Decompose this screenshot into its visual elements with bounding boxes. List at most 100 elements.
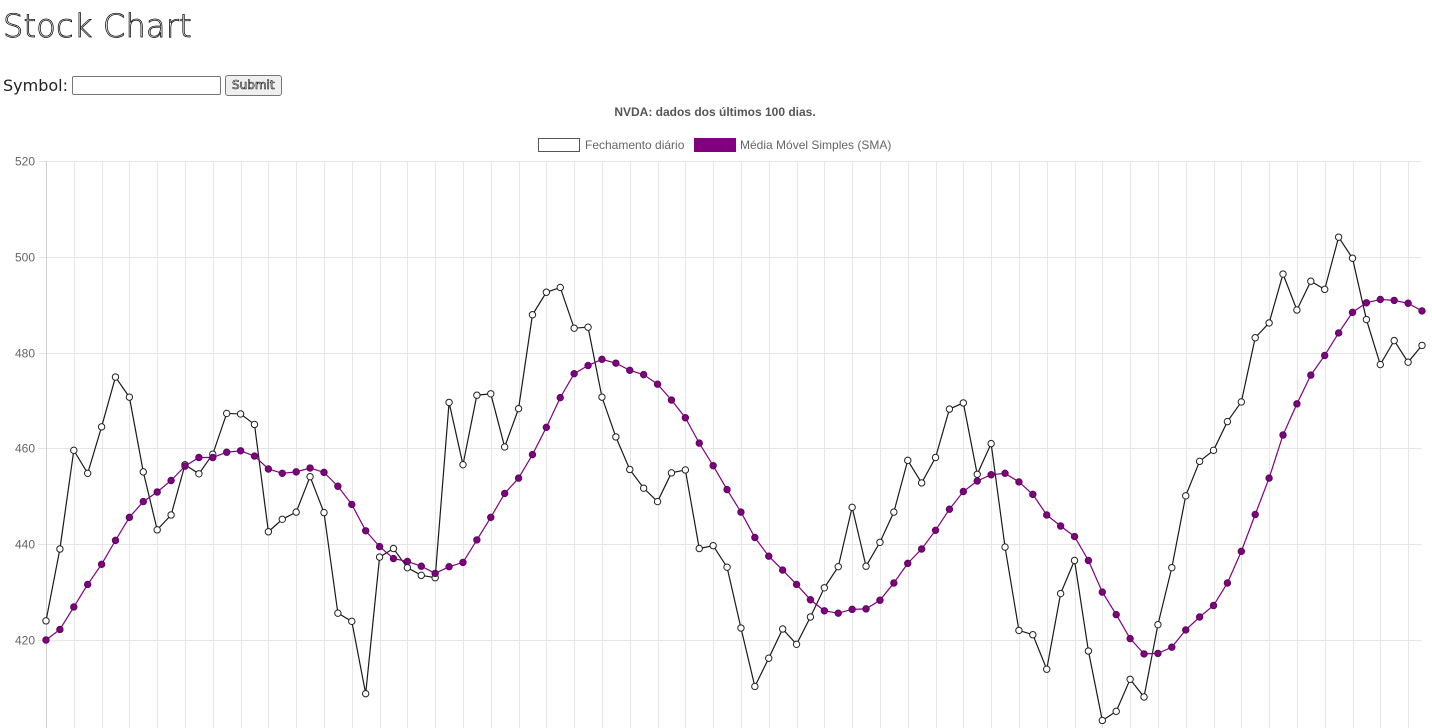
submit-button[interactable]: Submit <box>225 74 282 96</box>
data-point <box>1195 613 1204 621</box>
data-point <box>1056 589 1065 598</box>
data-point <box>820 584 829 592</box>
data-point <box>1126 634 1134 643</box>
data-point <box>1112 610 1120 619</box>
data-point <box>1321 351 1329 360</box>
data-point <box>959 487 968 496</box>
data-point <box>1223 579 1232 587</box>
symbol-input[interactable] <box>72 75 221 95</box>
data-point <box>1015 478 1023 486</box>
data-point <box>1390 336 1398 345</box>
data-point <box>1001 469 1009 478</box>
data-point <box>806 613 815 621</box>
data-point <box>765 552 773 560</box>
data-point <box>987 439 995 448</box>
data-point <box>97 560 106 569</box>
data-point <box>904 559 912 568</box>
data-point <box>320 468 328 477</box>
data-point <box>945 405 954 413</box>
data-point <box>1418 341 1426 350</box>
data-point <box>417 571 425 580</box>
data-point <box>1043 665 1051 673</box>
data-point <box>1293 400 1301 408</box>
data-point <box>1265 319 1273 327</box>
data-point <box>1140 693 1148 701</box>
data-point <box>681 466 690 474</box>
data-point <box>70 603 78 611</box>
series-line <box>45 298 1423 655</box>
data-point <box>862 562 870 570</box>
data-point <box>959 399 968 407</box>
data-point <box>236 410 245 418</box>
data-point <box>361 527 370 535</box>
data-point <box>431 569 439 578</box>
data-point <box>1209 446 1218 455</box>
chart-title: NVDA: dados dos últimos 100 dias. <box>614 105 815 119</box>
data-point <box>945 505 954 513</box>
data-point <box>931 453 940 462</box>
data-point <box>639 484 648 492</box>
data-point <box>612 433 620 441</box>
data-point <box>904 456 912 465</box>
data-point <box>1001 543 1009 551</box>
page-title: Stock Chart <box>3 7 192 46</box>
data-point <box>320 508 328 517</box>
data-point <box>209 453 217 462</box>
data-point <box>653 380 662 388</box>
data-point <box>973 477 981 485</box>
data-point <box>917 479 926 487</box>
data-point <box>389 554 398 563</box>
stock-chart: NVDA: dados dos últimos 100 dias. Fecham… <box>15 105 1426 728</box>
data-point <box>834 563 842 571</box>
data-point <box>931 526 940 535</box>
data-point <box>987 471 995 479</box>
data-point <box>695 439 703 447</box>
data-point <box>487 390 495 398</box>
data-point <box>1029 490 1037 499</box>
data-point <box>473 391 481 399</box>
data-point <box>1376 295 1385 304</box>
legend-label: Fechamento diário <box>585 138 685 152</box>
data-point <box>111 536 120 545</box>
data-point <box>42 617 50 625</box>
data-point <box>292 468 300 476</box>
data-point <box>500 489 509 498</box>
y-tick-label: 440 <box>15 538 35 552</box>
data-point <box>222 448 231 456</box>
data-point <box>153 488 161 496</box>
data-point <box>890 579 898 587</box>
chart-series <box>42 233 1426 725</box>
data-point <box>473 536 481 544</box>
data-point <box>737 508 745 516</box>
data-point <box>709 541 717 550</box>
data-point <box>70 446 78 455</box>
data-point <box>1404 358 1412 366</box>
data-point <box>1182 626 1190 634</box>
data-point <box>820 607 829 615</box>
data-point <box>1195 457 1204 466</box>
data-point <box>1404 299 1412 307</box>
data-point <box>598 355 606 364</box>
data-point <box>1126 675 1134 683</box>
data-point <box>1140 650 1148 658</box>
data-point <box>389 544 398 553</box>
data-point <box>403 557 412 566</box>
data-point <box>1168 643 1176 651</box>
data-point <box>348 500 356 509</box>
data-point <box>778 625 787 633</box>
data-point <box>334 482 342 490</box>
data-point <box>236 447 245 455</box>
data-point <box>612 359 620 367</box>
chart-legend: Fechamento diário Média Móvel Simples (SM… <box>538 138 891 152</box>
data-point <box>42 636 50 644</box>
series-line <box>45 235 1423 722</box>
data-point <box>514 474 523 482</box>
data-point <box>1334 329 1343 337</box>
data-point <box>1279 431 1287 439</box>
data-point <box>570 324 578 332</box>
data-point <box>1154 620 1162 629</box>
data-point <box>56 625 64 634</box>
data-point <box>375 542 384 551</box>
data-point <box>723 563 731 571</box>
data-point <box>876 596 884 604</box>
